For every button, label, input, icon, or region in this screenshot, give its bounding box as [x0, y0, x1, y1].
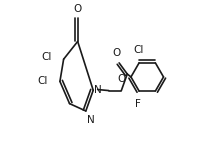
Text: N: N: [87, 115, 95, 125]
Text: F: F: [135, 99, 141, 109]
Text: N: N: [94, 85, 102, 95]
Text: Cl: Cl: [41, 52, 52, 62]
Text: O: O: [117, 74, 125, 84]
Text: O: O: [74, 4, 82, 14]
Text: Cl: Cl: [37, 76, 48, 86]
Text: O: O: [113, 48, 121, 58]
Text: Cl: Cl: [133, 45, 143, 55]
